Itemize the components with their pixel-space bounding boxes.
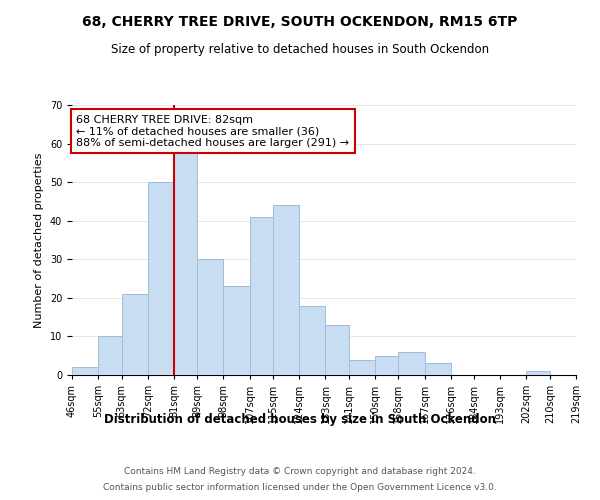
Text: Distribution of detached houses by size in South Ockendon: Distribution of detached houses by size … bbox=[104, 412, 496, 426]
Bar bbox=[299, 306, 325, 375]
Text: 68, CHERRY TREE DRIVE, SOUTH OCKENDON, RM15 6TP: 68, CHERRY TREE DRIVE, SOUTH OCKENDON, R… bbox=[82, 15, 518, 29]
Bar bbox=[72, 368, 98, 375]
Bar bbox=[98, 336, 122, 375]
Text: Contains public sector information licensed under the Open Government Licence v3: Contains public sector information licen… bbox=[103, 482, 497, 492]
Bar bbox=[425, 364, 451, 375]
Text: 68 CHERRY TREE DRIVE: 82sqm
← 11% of detached houses are smaller (36)
88% of sem: 68 CHERRY TREE DRIVE: 82sqm ← 11% of det… bbox=[76, 114, 349, 148]
Text: Contains HM Land Registry data © Crown copyright and database right 2024.: Contains HM Land Registry data © Crown c… bbox=[124, 468, 476, 476]
Bar bbox=[122, 294, 148, 375]
Y-axis label: Number of detached properties: Number of detached properties bbox=[34, 152, 44, 328]
Bar bbox=[174, 152, 197, 375]
Bar bbox=[349, 360, 375, 375]
Bar bbox=[375, 356, 398, 375]
Bar bbox=[325, 325, 349, 375]
Bar bbox=[223, 286, 250, 375]
Bar bbox=[526, 371, 550, 375]
Bar bbox=[250, 217, 273, 375]
Bar bbox=[273, 206, 299, 375]
Bar bbox=[148, 182, 174, 375]
Text: Size of property relative to detached houses in South Ockendon: Size of property relative to detached ho… bbox=[111, 42, 489, 56]
Bar bbox=[197, 260, 223, 375]
Bar bbox=[398, 352, 425, 375]
